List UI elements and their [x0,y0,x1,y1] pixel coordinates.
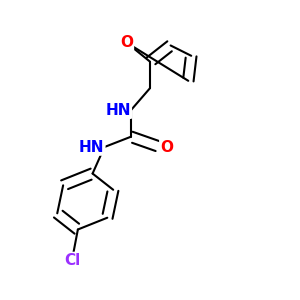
Text: HN: HN [105,103,131,118]
Text: HN: HN [79,140,104,154]
Text: O: O [120,35,133,50]
Text: Cl: Cl [64,253,80,268]
Text: O: O [160,140,173,154]
